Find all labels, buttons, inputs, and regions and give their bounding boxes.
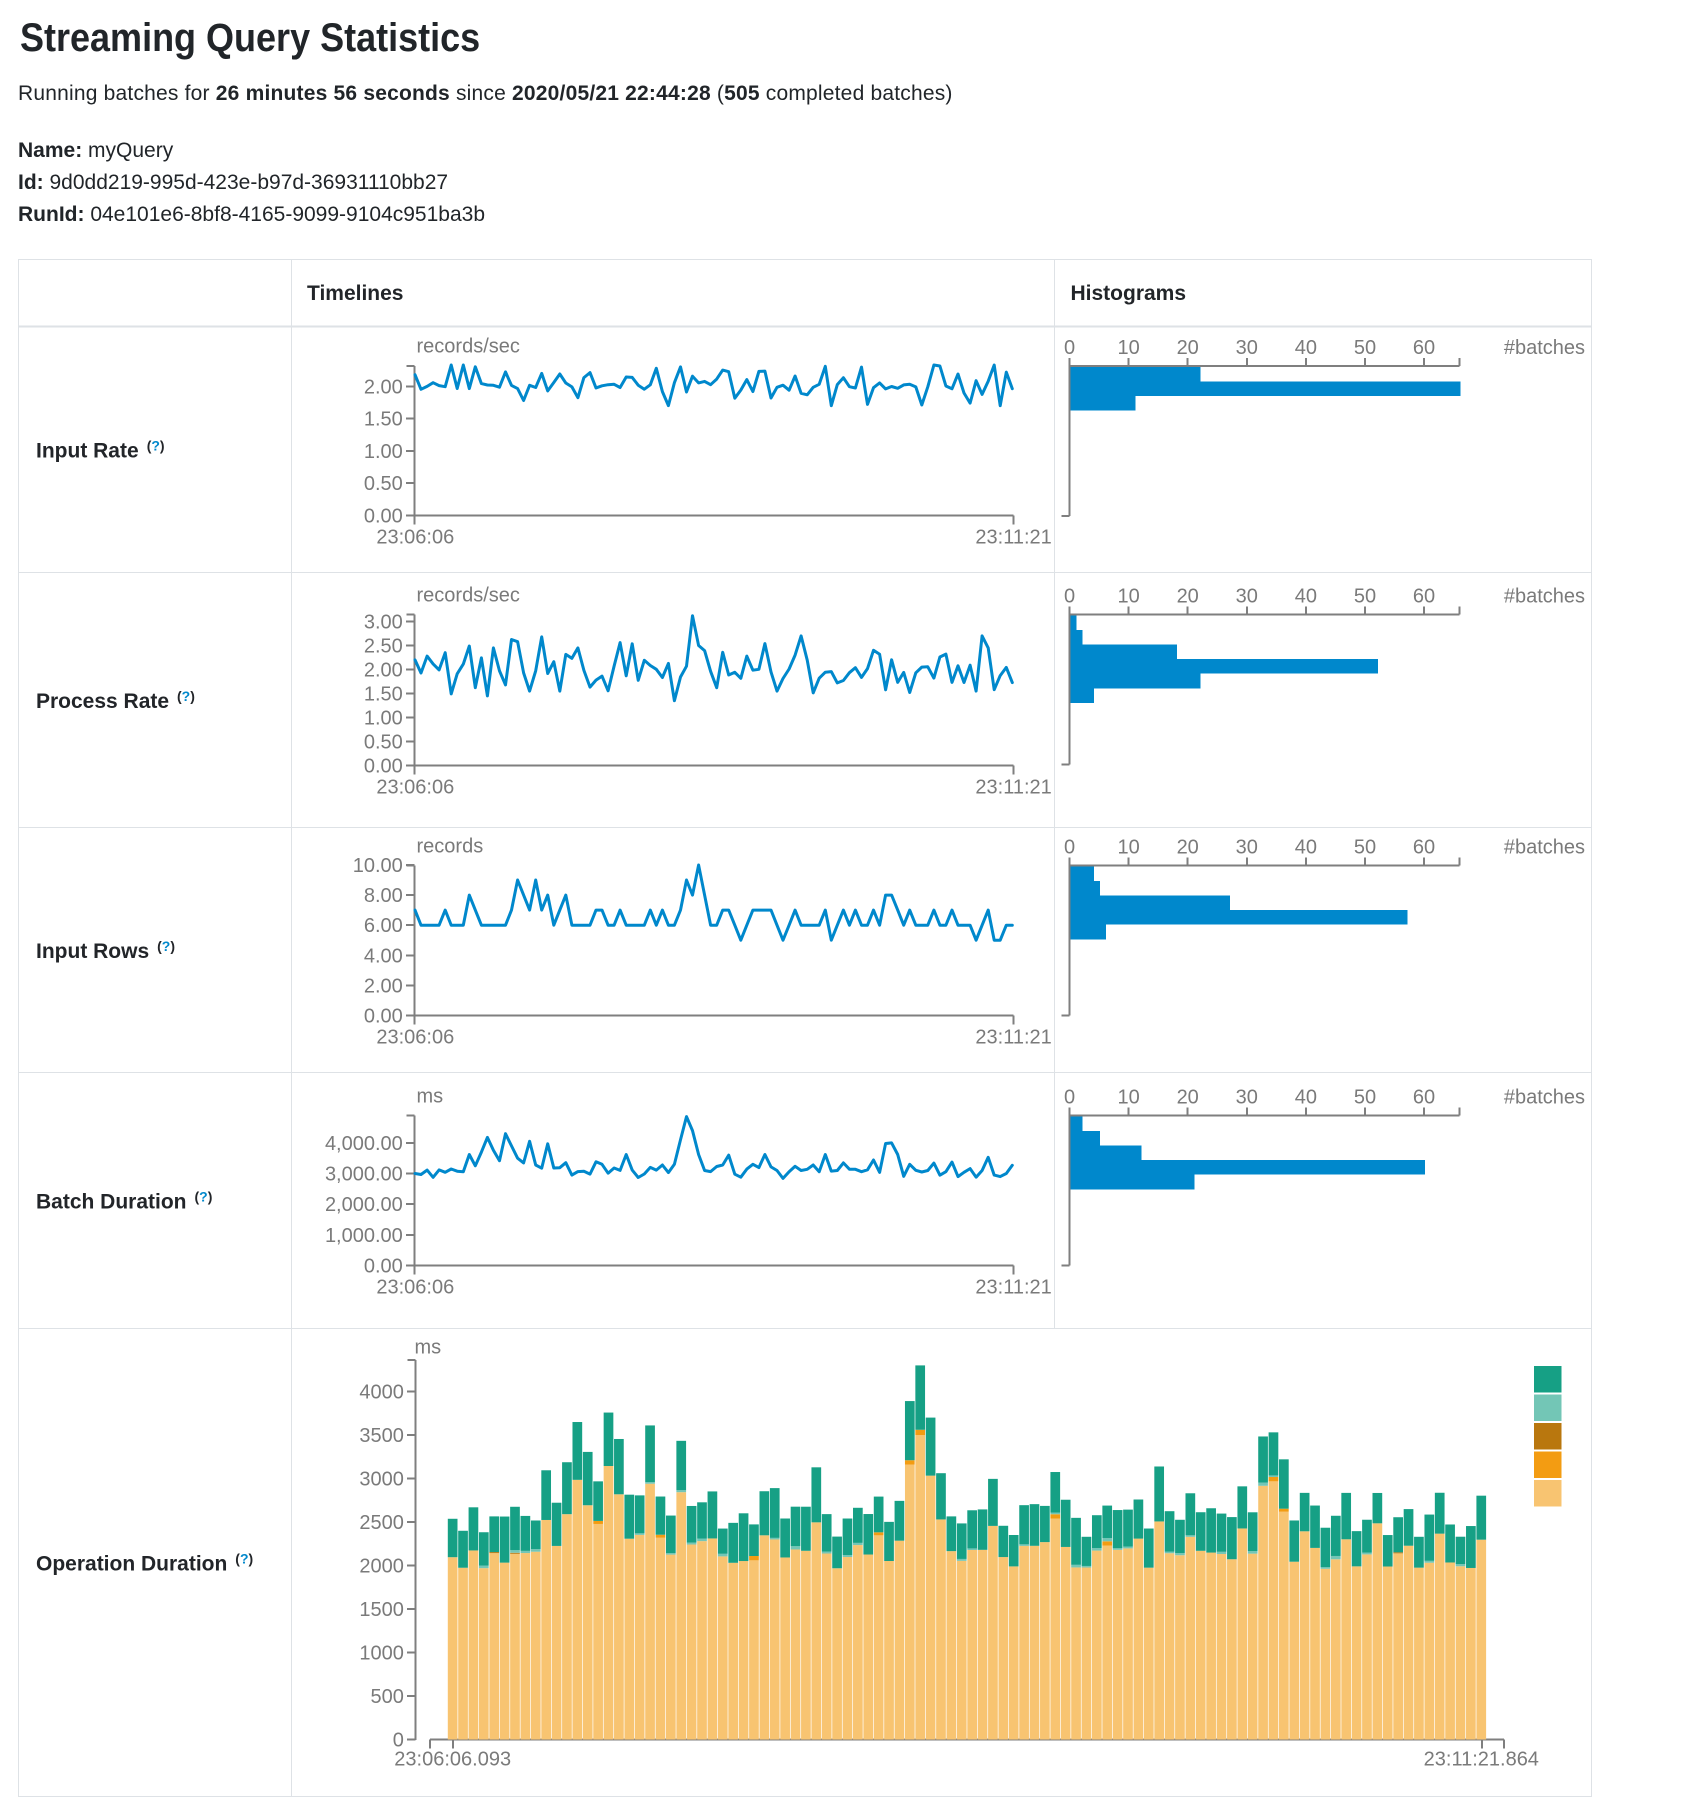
svg-text:0.00: 0.00: [364, 756, 403, 778]
svg-text:50: 50: [1354, 1087, 1376, 1109]
svg-text:0.00: 0.00: [364, 1006, 403, 1028]
svg-text:2000: 2000: [359, 1556, 404, 1578]
svg-text:1.00: 1.00: [364, 441, 403, 463]
svg-text:Batch Duration: Batch Duration: [36, 1191, 187, 1214]
svg-text:#batches: #batches: [1504, 1087, 1585, 1109]
svg-text:50: 50: [1354, 837, 1376, 859]
svg-text:30: 30: [1236, 1087, 1258, 1109]
svg-text:records/sec: records/sec: [417, 336, 520, 358]
svg-text:23:11:21: 23:11:21: [975, 1277, 1051, 1299]
svg-text:(?): (?): [235, 1551, 253, 1567]
svg-text:Timelines: Timelines: [307, 282, 404, 305]
svg-text:23:06:06: 23:06:06: [376, 527, 454, 549]
svg-text:Histograms: Histograms: [1071, 282, 1187, 305]
svg-text:(?): (?): [157, 938, 175, 954]
svg-text:60: 60: [1413, 586, 1435, 608]
svg-text:0.50: 0.50: [364, 732, 403, 754]
svg-text:23:06:06: 23:06:06: [376, 777, 454, 799]
svg-text:ms: ms: [417, 1086, 444, 1108]
svg-text:4,000.00: 4,000.00: [325, 1133, 403, 1155]
svg-text:30: 30: [1236, 337, 1258, 359]
svg-text:2.00: 2.00: [364, 376, 403, 398]
svg-text:23:11:21: 23:11:21: [975, 527, 1051, 549]
svg-text:23:06:06: 23:06:06: [376, 1027, 454, 1049]
svg-text:Input Rows: Input Rows: [36, 940, 149, 963]
svg-text:20: 20: [1177, 337, 1199, 359]
svg-text:2.00: 2.00: [364, 660, 403, 682]
svg-text:Input Rate: Input Rate: [36, 440, 139, 463]
svg-text:23:06:06: 23:06:06: [376, 1277, 454, 1299]
svg-text:Operation Duration: Operation Duration: [36, 1553, 227, 1576]
svg-text:0: 0: [1064, 837, 1075, 859]
svg-text:40: 40: [1295, 337, 1317, 359]
svg-text:10: 10: [1117, 586, 1139, 608]
svg-text:10: 10: [1117, 1087, 1139, 1109]
svg-text:10: 10: [1117, 837, 1139, 859]
svg-text:1.50: 1.50: [364, 684, 403, 706]
svg-text:8.00: 8.00: [364, 885, 403, 907]
svg-text:records: records: [417, 836, 484, 858]
svg-text:23:11:21.864: 23:11:21.864: [1424, 1749, 1539, 1771]
svg-text:10: 10: [1117, 337, 1139, 359]
svg-text:60: 60: [1413, 1087, 1435, 1109]
svg-text:0.50: 0.50: [364, 473, 403, 495]
svg-text:30: 30: [1236, 586, 1258, 608]
svg-text:1000: 1000: [359, 1643, 404, 1665]
svg-text:4.00: 4.00: [364, 945, 403, 967]
svg-text:60: 60: [1413, 337, 1435, 359]
svg-text:20: 20: [1177, 586, 1199, 608]
svg-text:0: 0: [1064, 337, 1075, 359]
svg-text:ms: ms: [415, 1337, 442, 1359]
svg-text:4000: 4000: [359, 1382, 404, 1404]
svg-text:23:11:21: 23:11:21: [975, 1027, 1051, 1049]
svg-text:30: 30: [1236, 837, 1258, 859]
svg-text:1.50: 1.50: [364, 409, 403, 431]
svg-text:2.50: 2.50: [364, 636, 403, 658]
svg-text:(?): (?): [177, 688, 195, 704]
svg-text:20: 20: [1177, 1087, 1199, 1109]
svg-text:50: 50: [1354, 337, 1376, 359]
svg-text:40: 40: [1295, 837, 1317, 859]
svg-text:2500: 2500: [359, 1512, 404, 1534]
svg-text:3000: 3000: [359, 1469, 404, 1491]
svg-text:23:11:21: 23:11:21: [975, 777, 1051, 799]
svg-text:Process Rate: Process Rate: [36, 690, 169, 713]
svg-text:3500: 3500: [359, 1425, 404, 1447]
svg-text:0: 0: [1064, 586, 1075, 608]
svg-text:500: 500: [371, 1686, 404, 1708]
svg-text:20: 20: [1177, 837, 1199, 859]
svg-text:23:06:06.093: 23:06:06.093: [394, 1749, 511, 1771]
svg-text:40: 40: [1295, 1087, 1317, 1109]
svg-text:records/sec: records/sec: [417, 585, 520, 607]
svg-text:0.00: 0.00: [364, 1256, 403, 1278]
svg-text:6.00: 6.00: [364, 915, 403, 937]
svg-text:#batches: #batches: [1504, 837, 1585, 859]
svg-text:10.00: 10.00: [353, 855, 403, 877]
svg-text:0: 0: [1064, 1087, 1075, 1109]
svg-text:3,000.00: 3,000.00: [325, 1164, 403, 1186]
svg-text:(?): (?): [195, 1189, 213, 1205]
svg-text:50: 50: [1354, 586, 1376, 608]
svg-text:1500: 1500: [359, 1599, 404, 1621]
svg-text:0.00: 0.00: [364, 506, 403, 528]
svg-text:40: 40: [1295, 586, 1317, 608]
svg-text:2,000.00: 2,000.00: [325, 1194, 403, 1216]
svg-text:60: 60: [1413, 837, 1435, 859]
svg-text:1.00: 1.00: [364, 708, 403, 730]
svg-text:(?): (?): [147, 438, 165, 454]
svg-text:2.00: 2.00: [364, 975, 403, 997]
svg-text:3.00: 3.00: [364, 612, 403, 634]
svg-text:0: 0: [393, 1730, 404, 1752]
svg-text:#batches: #batches: [1504, 586, 1585, 608]
svg-text:1,000.00: 1,000.00: [325, 1225, 403, 1247]
svg-text:#batches: #batches: [1504, 337, 1585, 359]
